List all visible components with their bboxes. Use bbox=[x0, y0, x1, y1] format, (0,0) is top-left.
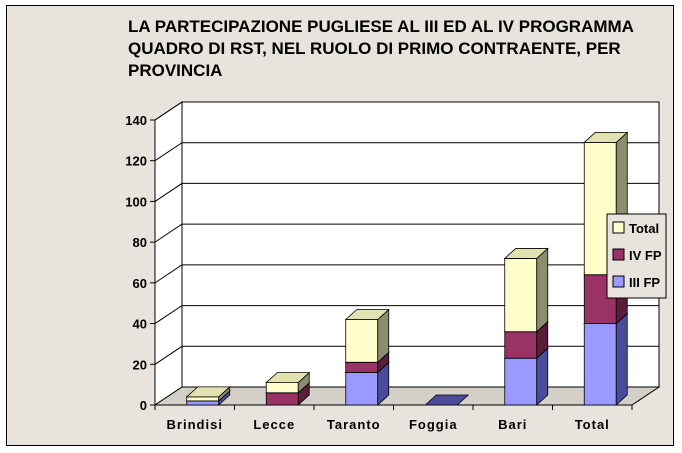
bar-segment bbox=[344, 308, 390, 364]
gridline bbox=[154, 142, 659, 162]
y-tick-label: 0 bbox=[140, 398, 147, 413]
y-tick-label: 20 bbox=[133, 357, 147, 372]
x-tick-label: Lecce bbox=[253, 417, 295, 432]
gridline bbox=[154, 182, 659, 202]
side-wall bbox=[154, 101, 183, 406]
gridline bbox=[154, 345, 659, 365]
bar-front bbox=[186, 400, 220, 406]
x-tick-label: Brindisi bbox=[167, 417, 223, 432]
bar-empty bbox=[424, 394, 470, 406]
bar-front bbox=[186, 396, 220, 402]
bar-side bbox=[536, 247, 549, 333]
x-tick-label: Bari bbox=[498, 417, 527, 432]
bar-front bbox=[504, 258, 538, 333]
gridline bbox=[154, 264, 659, 284]
bars bbox=[185, 131, 629, 406]
bar-segment bbox=[185, 385, 231, 402]
plot-walls bbox=[153, 101, 661, 406]
bar-front bbox=[504, 331, 538, 359]
bar-segment bbox=[583, 312, 629, 406]
gridline bbox=[154, 223, 659, 243]
y-tick-label: 140 bbox=[125, 113, 147, 128]
bar-front bbox=[345, 372, 379, 406]
bar-top bbox=[185, 386, 231, 398]
y-axis: 0 20 40 60 80 100 120 140 bbox=[125, 113, 156, 413]
legend[interactable]: Total IV FP III FP bbox=[606, 213, 667, 299]
bar-top bbox=[265, 372, 311, 384]
gridline bbox=[154, 305, 659, 324]
y-tick-label: 100 bbox=[125, 194, 147, 209]
x-axis: Brindisi Lecce Taranto Foggia Bari Total bbox=[154, 404, 633, 432]
bar-front bbox=[265, 392, 299, 406]
legend-label: IV FP bbox=[629, 248, 662, 263]
bar-front bbox=[583, 323, 617, 406]
bar-top bbox=[344, 309, 390, 320]
legend-swatch bbox=[612, 221, 625, 234]
bar-segment bbox=[503, 247, 549, 333]
bar-top bbox=[503, 248, 549, 259]
back-wall bbox=[181, 101, 660, 388]
gridline bbox=[154, 101, 659, 121]
gridlines bbox=[154, 101, 659, 365]
legend-label: Total bbox=[629, 221, 659, 236]
bar-front bbox=[265, 382, 299, 394]
x-tick-label: Taranto bbox=[327, 417, 381, 432]
legend-swatch bbox=[612, 248, 625, 261]
x-tick-label: Total bbox=[575, 417, 610, 432]
bar-front bbox=[504, 357, 538, 406]
chart-title: LA PARTECIPAZIONE PUGLIESE AL III ED AL … bbox=[128, 17, 634, 80]
legend-swatch bbox=[612, 275, 625, 288]
floor bbox=[153, 386, 661, 406]
y-tick-label: 60 bbox=[133, 276, 147, 291]
legend-label: III FP bbox=[629, 275, 660, 290]
x-tick-label: Foggia bbox=[409, 417, 458, 432]
bar-segment bbox=[265, 371, 311, 394]
bar-side bbox=[615, 312, 628, 406]
bar-front bbox=[345, 319, 379, 363]
y-tick-label: 40 bbox=[133, 317, 147, 332]
bar-front bbox=[345, 361, 379, 373]
y-tick-label: 80 bbox=[133, 235, 147, 250]
y-tick-label: 120 bbox=[125, 154, 147, 169]
bar-top bbox=[583, 131, 629, 143]
